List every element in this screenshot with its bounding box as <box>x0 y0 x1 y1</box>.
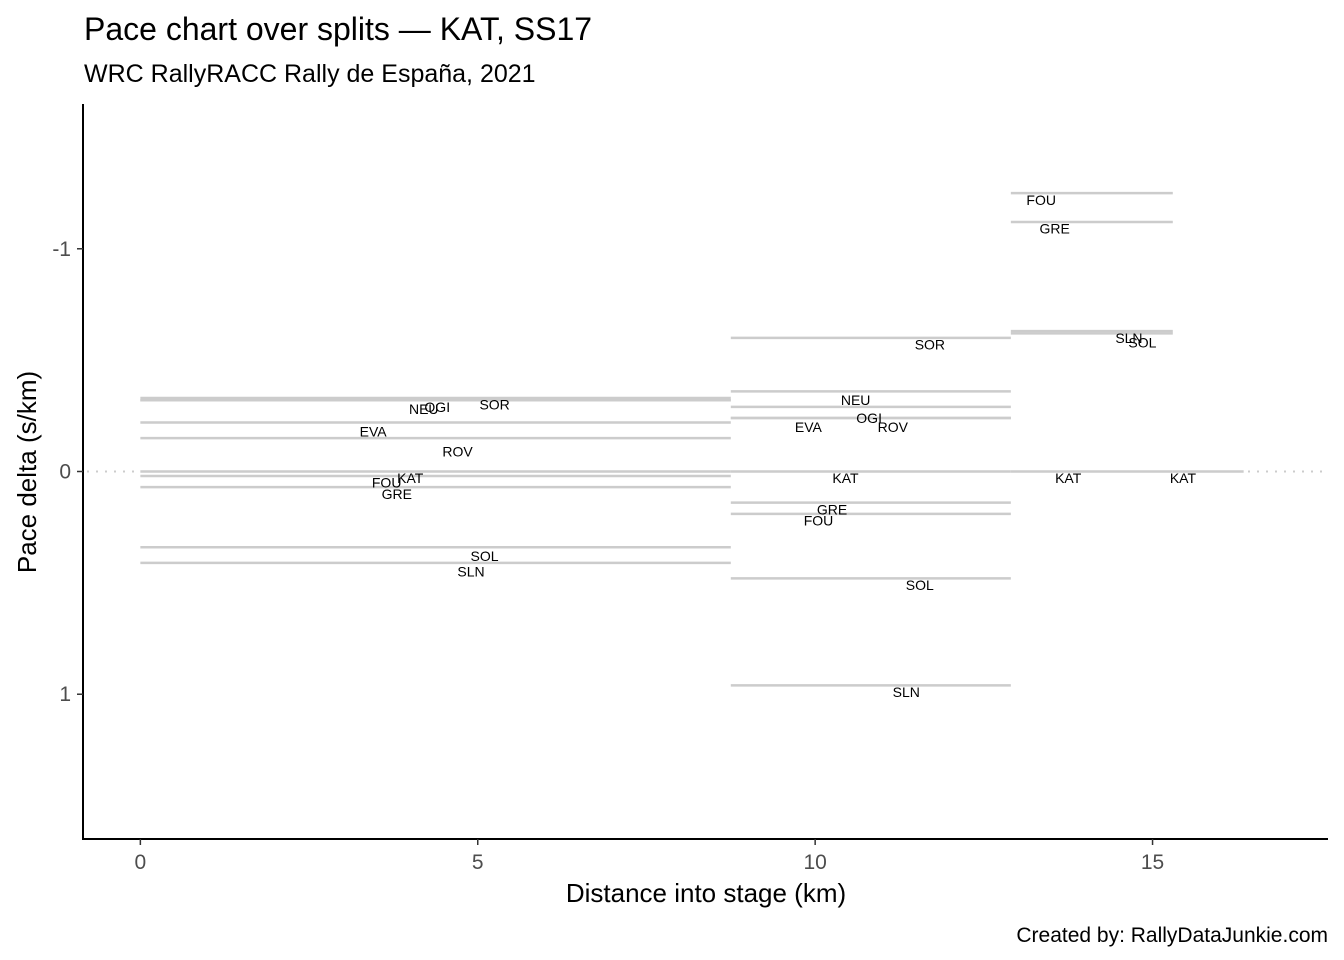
driver-label-neu-11: NEU <box>841 392 871 408</box>
driver-label-neu-1: NEU <box>409 401 439 417</box>
driver-label-ogi-12: OGI <box>856 410 882 426</box>
x-tick-label: 15 <box>1141 851 1164 874</box>
driver-label-fou-17: FOU <box>804 513 834 529</box>
x-axis-title: Distance into stage (km) <box>566 878 846 908</box>
y-tick-label: 0 <box>59 461 71 484</box>
driver-label-sor-0: SOR <box>479 397 509 413</box>
y-tick-label: -1 <box>52 238 71 261</box>
driver-label-kat-5: KAT <box>397 470 424 486</box>
driver-label-rov-14: ROV <box>878 419 909 435</box>
plot-area: SORNEUOGIEVAROVKATFOUGRESOLSLNSORNEUOGIE… <box>87 192 1324 700</box>
driver-label-sol-18: SOL <box>906 577 934 593</box>
driver-label-ogi-2: OGI <box>424 399 450 415</box>
driver-labels: SORNEUOGIEVAROVKATFOUGRESOLSLNSORNEUOGIE… <box>360 192 1197 700</box>
driver-label-eva-3: EVA <box>360 423 388 439</box>
driver-label-sln-9: SLN <box>457 564 484 580</box>
x-axis-ticks: 0 5 10 15 <box>135 839 1164 874</box>
x-tick-label: 0 <box>135 851 147 874</box>
x-tick-label: 10 <box>803 851 826 874</box>
driver-label-fou-6: FOU <box>372 475 402 491</box>
driver-label-eva-13: EVA <box>795 419 823 435</box>
driver-label-kat-25: KAT <box>1170 470 1197 486</box>
pace-segments <box>140 191 1244 687</box>
driver-label-gre-7: GRE <box>382 486 412 502</box>
driver-label-gre-16: GRE <box>817 501 847 517</box>
driver-label-sln-22: SLN <box>1115 330 1142 346</box>
chart-subtitle: WRC RallyRACC Rally de España, 2021 <box>84 60 536 88</box>
driver-label-sln-19: SLN <box>893 684 920 700</box>
driver-label-sor-10: SOR <box>915 337 945 353</box>
chart-title: Pace chart over splits — KAT, SS17 <box>84 11 592 47</box>
driver-label-fou-20: FOU <box>1026 192 1056 208</box>
y-axis-ticks: -1 0 1 <box>52 238 83 706</box>
y-tick-label: 1 <box>59 683 71 706</box>
y-axis-title: Pace delta (s/km) <box>12 371 42 573</box>
driver-label-sol-23: SOL <box>1128 334 1156 350</box>
driver-label-kat-24: KAT <box>1055 470 1082 486</box>
driver-label-kat-15: KAT <box>832 470 859 486</box>
chart-caption: Created by: RallyDataJunkie.com <box>1016 924 1328 947</box>
x-tick-label: 5 <box>472 851 484 874</box>
driver-label-rov-4: ROV <box>442 443 473 459</box>
driver-label-sol-8: SOL <box>470 548 498 564</box>
driver-label-gre-21: GRE <box>1040 221 1070 237</box>
